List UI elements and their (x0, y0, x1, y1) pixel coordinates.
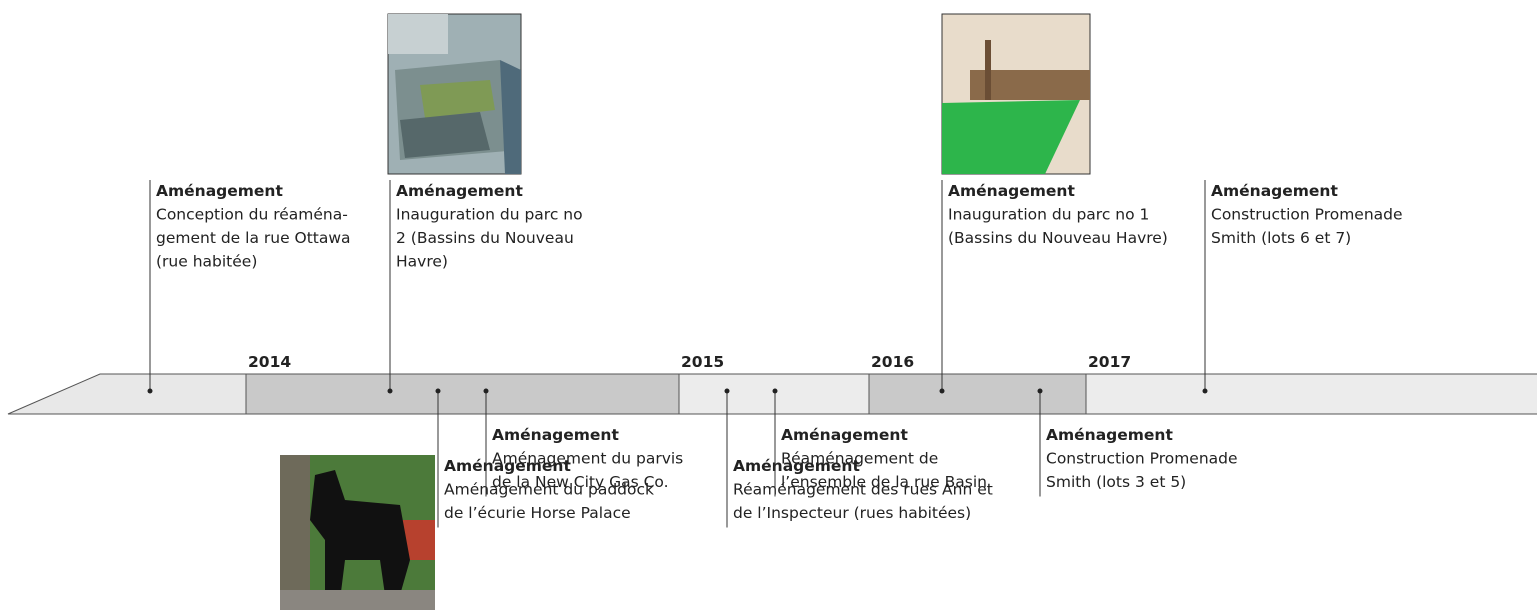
event-text: Smith (lots 3 et 5) (1046, 473, 1186, 491)
event-text: Havre) (396, 253, 448, 271)
event-dot (725, 389, 730, 394)
event-text: (Bassins du Nouveau Havre) (948, 229, 1168, 247)
event-text: 2 (Bassins du Nouveau (396, 229, 574, 247)
event-text: Aménagement du parvis (492, 450, 683, 468)
event-category: Aménagement (1046, 426, 1173, 444)
band-start (8, 374, 246, 414)
event-text: l’ensemble de la rue Basin (781, 473, 987, 491)
band-2016 (869, 374, 1086, 414)
event-category: Aménagement (156, 182, 283, 200)
event-text: Inauguration du parc no 1 (948, 206, 1149, 224)
photo-park-2 (388, 14, 521, 174)
event-dot (1203, 389, 1208, 394)
year-label: 2015 (681, 353, 724, 371)
year-label: 2017 (1088, 353, 1131, 371)
timeline: 2014 2015 2016 2017 Aménagement Conception du… (0, 0, 1537, 610)
event-dot (1038, 389, 1043, 394)
band-2014 (246, 374, 679, 414)
page: 2014 2015 2016 2017 Aménagement Conception du… (0, 0, 1537, 610)
event-text: Inauguration du parc no (396, 206, 583, 224)
event-text: Conception du réaména- (156, 206, 348, 224)
event-category: Aménagement (781, 426, 908, 444)
event-category: Aménagement (948, 182, 1075, 200)
event-category: Aménagement (396, 182, 523, 200)
event-dot (436, 389, 441, 394)
year-label: 2014 (248, 353, 291, 371)
event-text: Construction Promenade (1211, 206, 1403, 224)
event-dot (148, 389, 153, 394)
event-category: Aménagement (492, 426, 619, 444)
event-dot (484, 389, 489, 394)
photo-horse (280, 455, 435, 610)
event-category: Aménagement (1211, 182, 1338, 200)
band-2017 (1086, 374, 1537, 414)
event-dot (940, 389, 945, 394)
event-dot (773, 389, 778, 394)
band-2015 (679, 374, 869, 414)
event-text: gement de la rue Ottawa (156, 229, 351, 247)
event-text: de la New City Gas Co. (492, 473, 669, 491)
event-dot (388, 389, 393, 394)
event-text: Construction Promenade (1046, 450, 1238, 468)
event-text: Smith (lots 6 et 7) (1211, 229, 1351, 247)
event-text: de l’Inspecteur (rues habitées) (733, 504, 971, 522)
photo-park-1 (942, 14, 1090, 174)
event-text: Réaménagement de (781, 450, 938, 468)
event-text: de l’écurie Horse Palace (444, 504, 631, 522)
year-label: 2016 (871, 353, 914, 371)
event-text: (rue habitée) (156, 253, 257, 271)
